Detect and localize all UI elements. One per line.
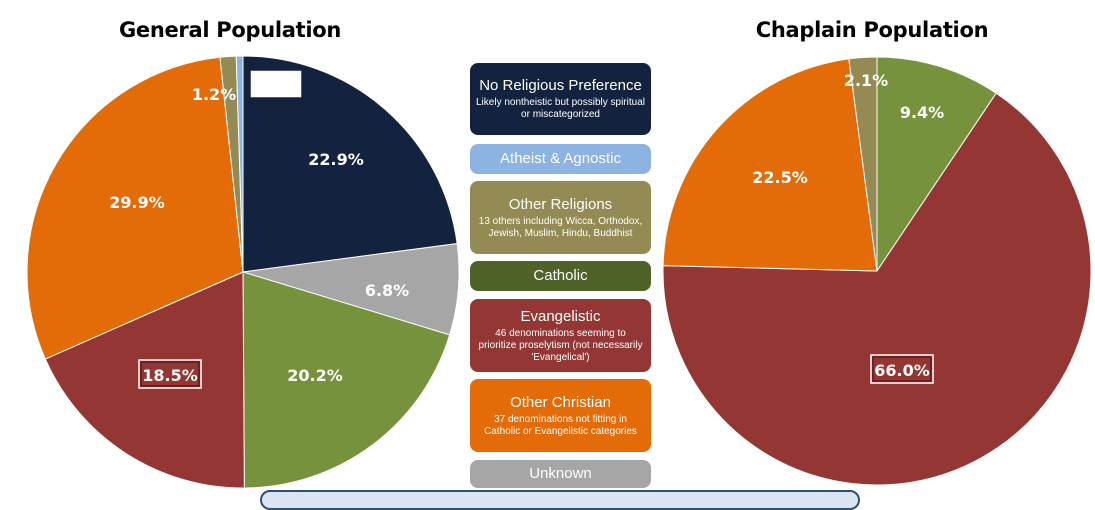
general-population-pie: 22.9% 6.8% 20.2% 18.5% 29.9% 1.2% 0.5% xyxy=(26,55,460,489)
label-box-atheist-agnostic xyxy=(249,69,303,99)
pie-slice-catholic xyxy=(876,56,997,273)
slice-label-other-religions: 2.1% xyxy=(844,71,888,90)
legend-name: Unknown xyxy=(529,465,592,482)
pie-slice-evangelistic xyxy=(44,271,245,489)
legend-item-atheist-agnostic: Atheist & Agnostic xyxy=(470,144,651,174)
legend-item-other-religions: Other Religions 13 others including Wicc… xyxy=(470,181,651,254)
slice-label-catholic: 20.2% xyxy=(287,366,343,385)
legend-name: Other Religions xyxy=(508,195,613,213)
legend-description: Likely nontheistic but possibly spiritua… xyxy=(476,97,645,120)
legend-name: Other Christian xyxy=(510,393,611,411)
label-box-evangelistic xyxy=(138,359,202,389)
slice-label-unknown: 6.8% xyxy=(365,281,409,300)
chart-title-chaplain: Chaplain Population xyxy=(755,18,989,42)
chaplain-population-pie: 9.4% 66.0% 22.5% 2.1% xyxy=(662,56,1092,486)
legend-name: No Religious Preference xyxy=(479,77,642,94)
pie-slice-no-religious-preference xyxy=(242,55,458,273)
pie-slice-other-religions xyxy=(848,56,878,272)
pie-slice-evangelistic xyxy=(662,92,1092,486)
label-box-evangelistic xyxy=(870,354,934,384)
legend-item-other-christian: Other Christian 37 denominations not fit… xyxy=(470,379,651,452)
chart-title-general: General Population xyxy=(118,18,342,42)
legend-item-no-religious-preference: No Religious Preference Likely nontheist… xyxy=(470,63,651,135)
pie-slice-other-christian xyxy=(662,58,878,272)
slice-label-no-religious-preference: 22.9% xyxy=(308,150,364,169)
slice-label-atheist-agnostic: 0.5% xyxy=(254,76,298,95)
legend-item-unknown: Unknown xyxy=(470,460,651,488)
legend-name: Evangelistic xyxy=(520,307,601,325)
pie-slice-other-christian xyxy=(26,56,244,360)
legend-description: 37 denominations not fitting in Catholic… xyxy=(484,413,637,437)
slice-label-catholic: 9.4% xyxy=(900,103,944,122)
pie-slice-atheist-agnostic xyxy=(235,55,244,273)
slice-label-other-christian: 22.5% xyxy=(752,168,808,187)
legend-name: Catholic xyxy=(533,267,588,284)
slice-label-evangelistic: 66.0% xyxy=(874,361,930,380)
slice-label-other-religions: 1.2% xyxy=(192,85,236,104)
legend-item-catholic: Catholic xyxy=(470,261,651,291)
legend-name: Atheist & Agnostic xyxy=(500,150,621,167)
label-box-inner xyxy=(140,361,200,387)
legend-description: 46 denominations seeming to prioritize p… xyxy=(478,327,643,363)
pie-slice-catholic xyxy=(242,271,451,489)
bottom-banner xyxy=(260,490,860,510)
legend-item-evangelistic: Evangelistic 46 denominations seeming to… xyxy=(470,299,651,372)
legend-description: 13 others including Wicca, Orthodox, Jew… xyxy=(478,215,643,239)
label-box-inner xyxy=(872,356,932,382)
slice-label-evangelistic: 18.5% xyxy=(142,366,198,385)
slice-label-other-christian: 29.9% xyxy=(109,193,165,212)
